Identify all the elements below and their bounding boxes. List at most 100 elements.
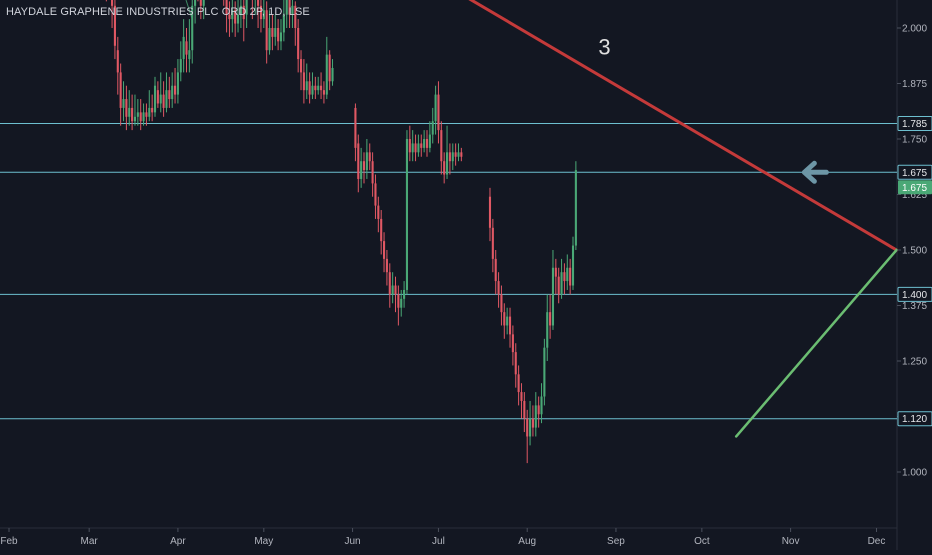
time-tick-label: Aug: [518, 536, 536, 547]
candle-body: [291, 5, 294, 15]
candle-body: [299, 59, 303, 73]
candle-body: [491, 227, 494, 259]
price-tick-label: 1.000: [902, 468, 927, 479]
candle-body: [202, 0, 205, 6]
candle-body: [305, 81, 308, 91]
level-price-label: 1.120: [902, 414, 927, 425]
candle-body: [245, 0, 248, 15]
candle-body: [165, 90, 168, 108]
candle-body: [151, 107, 154, 113]
candle-body: [391, 285, 394, 295]
candle-body: [225, 0, 228, 15]
candle-body: [282, 14, 285, 33]
time-tick-label: Mar: [81, 536, 99, 547]
candle-body: [420, 143, 423, 148]
candle-body: [417, 143, 420, 153]
candle-body: [394, 285, 397, 295]
candle-body: [543, 347, 546, 397]
candle-body: [368, 152, 371, 162]
candle-body: [271, 28, 274, 37]
candle-body: [360, 161, 363, 179]
candle-body: [239, 5, 242, 15]
candle-body: [428, 134, 431, 148]
candle-body: [362, 161, 366, 171]
candle-body: [156, 90, 159, 104]
candle-body: [388, 272, 391, 295]
candle-body: [128, 107, 131, 117]
time-tick-label: Jun: [344, 536, 360, 547]
candle-body: [294, 5, 297, 29]
level-price-box: [897, 115, 932, 131]
candle-body: [311, 85, 314, 95]
candle-body: [377, 205, 380, 219]
candle-body: [162, 94, 165, 108]
time-tick-label: Oct: [694, 536, 710, 547]
candle-body: [451, 152, 454, 162]
candle-body: [506, 316, 509, 326]
candle-body: [365, 152, 368, 171]
level-price-box: [897, 164, 932, 180]
price-tick-label: 1.500: [902, 246, 927, 257]
candle-body: [440, 130, 443, 162]
time-tick-label: Sep: [607, 536, 625, 547]
candle-body: [308, 81, 311, 95]
symbol-title: HAYDALE GRAPHENE INDUSTRIES PLC ORD 2P, …: [6, 6, 310, 18]
price-tick-label: 1.375: [902, 301, 927, 312]
price-tick-label: 2.000: [902, 24, 927, 35]
candle-body: [529, 418, 532, 437]
candle-body: [288, 0, 291, 15]
candle-body: [514, 352, 517, 375]
candle-body: [557, 276, 560, 295]
annotations-layer: 123: [598, 35, 829, 184]
candle-body: [517, 374, 520, 393]
candle-body: [523, 400, 526, 419]
candle-body: [322, 90, 325, 95]
candle-body: [179, 59, 182, 73]
candle-body: [431, 121, 434, 135]
candle-body: [148, 107, 151, 117]
candle-body: [231, 10, 234, 20]
price-tick-label: 1.625: [902, 190, 927, 201]
candle-body: [191, 5, 194, 51]
candle-body: [194, 0, 197, 6]
candles-layer: [105, 0, 577, 464]
candle-body: [371, 161, 374, 184]
time-tick-label: Nov: [782, 536, 800, 547]
level-price-box: [897, 286, 932, 302]
candle-body: [257, 0, 260, 6]
candle-body: [176, 72, 179, 95]
candle-body: [317, 85, 320, 91]
candle-body: [457, 152, 460, 157]
candle-body: [383, 241, 386, 259]
time-tick-label: Feb: [0, 536, 18, 547]
candle-body: [380, 218, 383, 242]
candle-body: [500, 294, 503, 313]
candle-body: [554, 267, 557, 277]
candle-body: [188, 50, 191, 60]
candle-body: [405, 139, 409, 290]
candle-body: [174, 85, 177, 95]
candle-body: [385, 258, 388, 273]
candle-body: [560, 272, 563, 295]
candle-body: [116, 50, 119, 73]
candle-body: [400, 298, 403, 308]
candle-body: [274, 28, 277, 37]
candle-body: [182, 36, 185, 60]
candle-body: [113, 5, 116, 46]
candle-body: [454, 152, 457, 157]
level-price-label: 1.400: [902, 290, 927, 301]
price-tick-label: 1.875: [902, 79, 927, 90]
candle-body: [563, 272, 566, 282]
level-price-label: 1.675: [902, 168, 927, 179]
candle-body: [314, 85, 317, 91]
candle-body: [119, 72, 122, 108]
time-tick-label: May: [254, 536, 273, 547]
candle-body: [508, 316, 512, 335]
time-tick-label: Jul: [432, 536, 445, 547]
candle-body: [153, 85, 157, 113]
time-tick-label: Apr: [170, 536, 186, 547]
candle-body: [571, 245, 575, 286]
candle-body: [277, 28, 280, 42]
